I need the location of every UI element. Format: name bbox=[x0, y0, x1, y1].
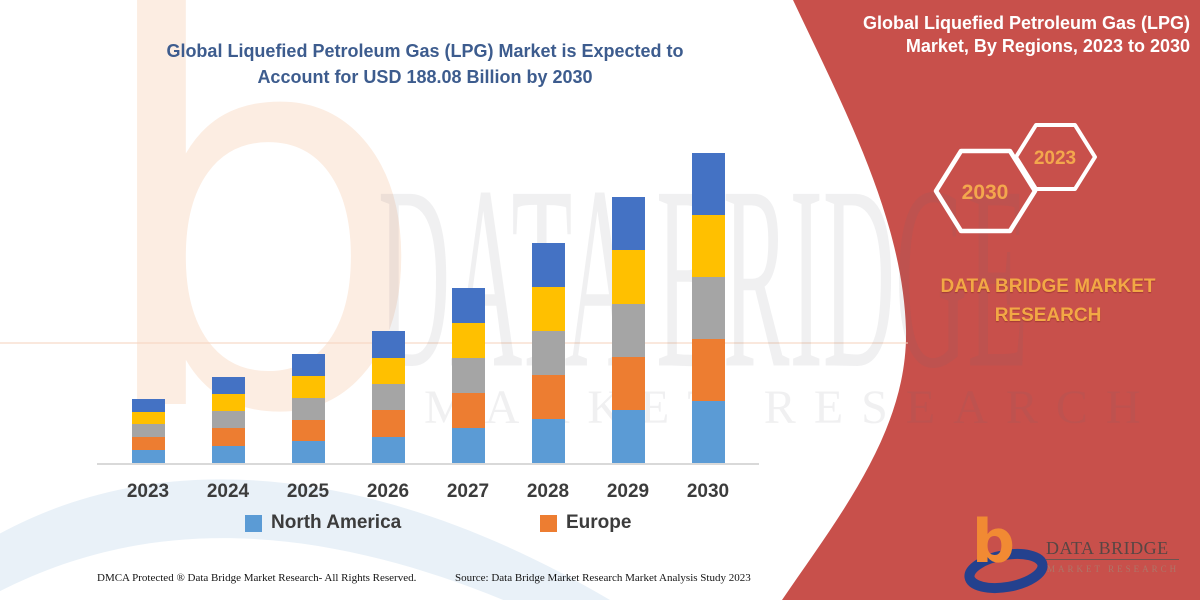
bar-segment-North America-2023 bbox=[131, 450, 165, 463]
legend-swatch-europe bbox=[540, 514, 557, 532]
x-axis-label-2024: 2024 bbox=[206, 481, 250, 502]
bar-segment-series3-2028 bbox=[531, 331, 565, 376]
hexagon-2030 bbox=[933, 148, 1038, 234]
bar-segment-series5-2023 bbox=[131, 398, 165, 412]
brand-caption: DATA BRIDGE MARKET RESEARCH bbox=[940, 276, 1156, 326]
bar-segment-series3-2024 bbox=[211, 411, 245, 429]
legend-swatch-north-america bbox=[245, 514, 262, 532]
bar-segment-series4-2027 bbox=[451, 322, 485, 358]
footer-dmca-text: DMCA Protected ® Data Bridge Market Rese… bbox=[97, 572, 417, 584]
chart-title: Global Liquefied Petroleum Gas (LPG) Mar… bbox=[166, 41, 684, 87]
bar-segment-series3-2027 bbox=[451, 357, 485, 393]
x-axis-label-2025: 2025 bbox=[286, 481, 330, 502]
x-axis-label-2029: 2029 bbox=[606, 481, 650, 502]
bar-segment-North America-2030 bbox=[691, 401, 725, 463]
x-axis-line bbox=[97, 463, 759, 465]
panel-title: Global Liquefied Petroleum Gas (LPG) Mar… bbox=[862, 13, 1190, 56]
bar-segment-series5-2025 bbox=[291, 354, 325, 377]
hexagon-2023 bbox=[1014, 123, 1097, 191]
x-axis-label-2026: 2026 bbox=[366, 481, 410, 502]
bar-segment-series4-2030 bbox=[691, 215, 725, 278]
bar-segment-series3-2026 bbox=[371, 384, 405, 411]
bar-segment-Europe-2023 bbox=[131, 437, 165, 451]
x-axis-label-2030: 2030 bbox=[686, 481, 730, 502]
bar-segment-series4-2024 bbox=[211, 393, 245, 412]
bar-segment-series3-2029 bbox=[611, 303, 645, 357]
bar-segment-North America-2024 bbox=[211, 445, 245, 463]
bar-segment-Europe-2025 bbox=[291, 419, 325, 442]
logo-underline bbox=[1046, 559, 1179, 560]
bar-segment-series3-2025 bbox=[291, 397, 325, 420]
hexagon-2023-label: 2023 bbox=[1034, 148, 1076, 169]
logo-sub-text: MARKET RESEARCH bbox=[1047, 564, 1180, 574]
legend-item-europe: Europe bbox=[540, 512, 631, 534]
bar-segment-North America-2029 bbox=[611, 409, 645, 463]
bar-segment-Europe-2030 bbox=[691, 339, 725, 402]
bar-segment-Europe-2027 bbox=[451, 392, 485, 428]
logo-b-mark: b bbox=[972, 507, 1015, 577]
bar-segment-series5-2026 bbox=[371, 331, 405, 358]
red-panel-path bbox=[782, 0, 1200, 600]
hexagon-2030-label: 2030 bbox=[962, 181, 1009, 204]
bar-segment-Europe-2024 bbox=[211, 428, 245, 446]
legend-label-north-america: North America bbox=[271, 512, 402, 533]
bar-segment-North America-2027 bbox=[451, 427, 485, 463]
bar-segment-series4-2025 bbox=[291, 376, 325, 398]
x-axis-label-2023: 2023 bbox=[126, 481, 170, 502]
logo-brand-text: DATA BRIDGE bbox=[1046, 538, 1169, 558]
bar-segment-North America-2025 bbox=[291, 441, 325, 463]
bar-segment-series5-2028 bbox=[531, 243, 565, 288]
footer-source-text: Source: Data Bridge Market Research Mark… bbox=[455, 572, 751, 584]
bar-segment-series5-2029 bbox=[611, 197, 645, 251]
bar-segment-North America-2028 bbox=[531, 419, 565, 463]
bar-segment-series4-2026 bbox=[371, 357, 405, 384]
x-axis-label-2028: 2028 bbox=[526, 481, 570, 502]
legend-item-north-america: North America bbox=[245, 512, 401, 534]
bar-segment-Europe-2028 bbox=[531, 375, 565, 420]
bar-segment-series4-2029 bbox=[611, 250, 645, 304]
bar-segment-series3-2023 bbox=[131, 424, 165, 438]
x-axis-label-2027: 2027 bbox=[446, 481, 490, 502]
bar-segment-series4-2028 bbox=[531, 287, 565, 332]
bar-segment-series5-2024 bbox=[211, 376, 245, 394]
legend-label-europe: Europe bbox=[566, 512, 632, 533]
bar-segment-series5-2027 bbox=[451, 287, 485, 323]
bar-segment-Europe-2026 bbox=[371, 410, 405, 437]
bar-segment-series3-2030 bbox=[691, 277, 725, 340]
bar-segment-Europe-2029 bbox=[611, 356, 645, 410]
bar-segment-series5-2030 bbox=[691, 153, 725, 216]
bar-segment-series4-2023 bbox=[131, 411, 165, 425]
bar-segment-North America-2026 bbox=[371, 436, 405, 463]
